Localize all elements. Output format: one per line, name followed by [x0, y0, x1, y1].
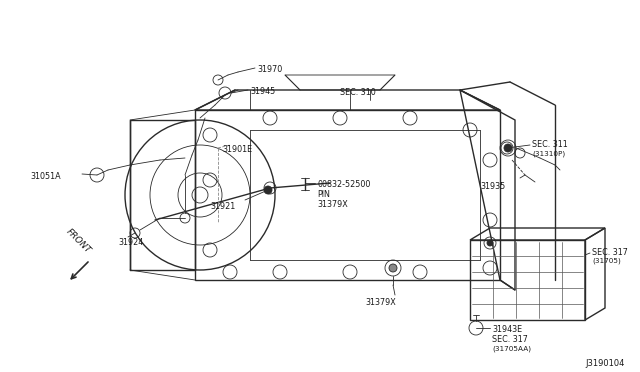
Text: 31379X: 31379X [317, 200, 348, 209]
Text: 31379X: 31379X [365, 298, 396, 307]
Text: 31924: 31924 [118, 238, 143, 247]
Text: SEC. 310: SEC. 310 [340, 88, 376, 97]
Text: FRONT: FRONT [64, 227, 92, 255]
Circle shape [504, 144, 512, 152]
Text: J3190104: J3190104 [586, 359, 625, 368]
Text: 31051A: 31051A [30, 172, 61, 181]
Text: SEC. 317: SEC. 317 [592, 248, 628, 257]
Text: 31935: 31935 [480, 182, 505, 191]
Circle shape [264, 186, 272, 194]
Text: 31970: 31970 [257, 65, 282, 74]
Text: SEC. 317: SEC. 317 [492, 335, 528, 344]
Text: 31921: 31921 [210, 202, 236, 211]
Circle shape [389, 264, 397, 272]
Text: (31705): (31705) [592, 258, 621, 264]
Text: 31945: 31945 [250, 87, 275, 96]
Text: 31901E: 31901E [222, 145, 252, 154]
Text: SEC. 311: SEC. 311 [532, 140, 568, 149]
Text: 31943E: 31943E [492, 325, 522, 334]
Text: PIN: PIN [317, 190, 330, 199]
Text: (31310P): (31310P) [532, 150, 565, 157]
Text: 00832-52500: 00832-52500 [317, 180, 371, 189]
Circle shape [487, 240, 493, 246]
Text: (31705AA): (31705AA) [492, 345, 531, 352]
